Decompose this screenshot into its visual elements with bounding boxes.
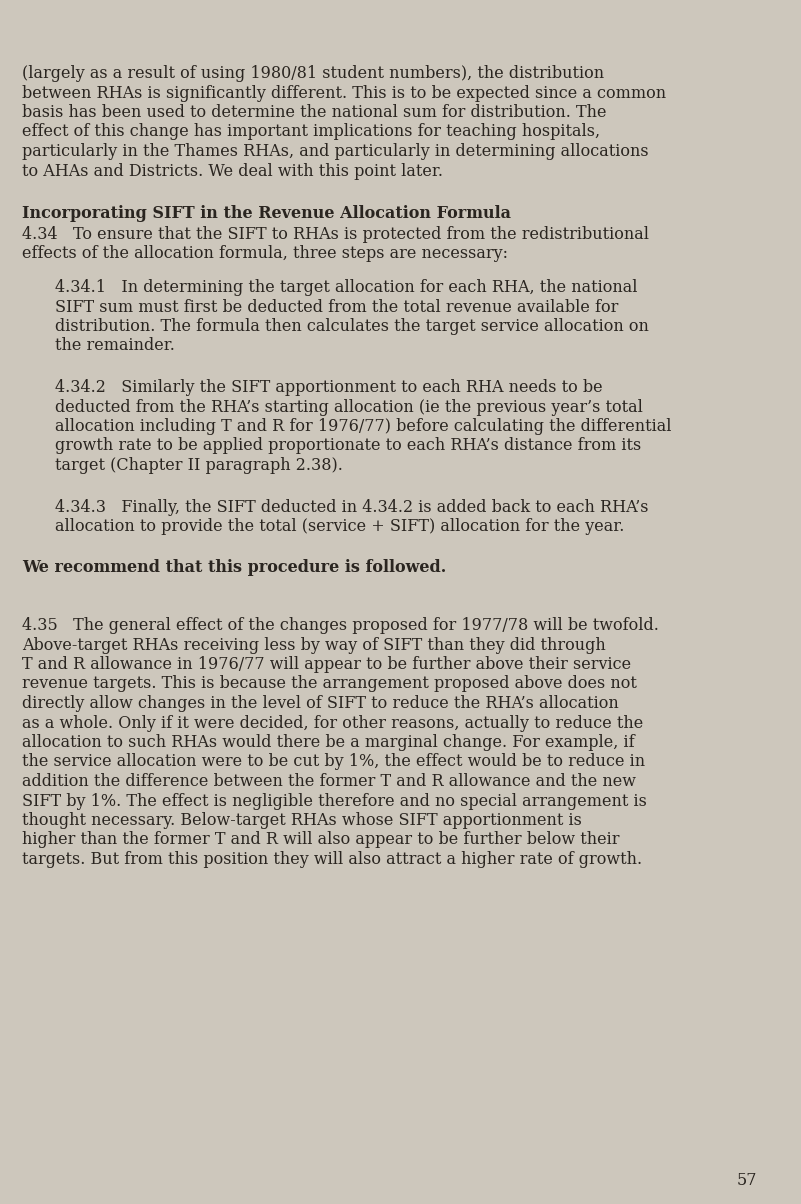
Text: as a whole. Only if it were decided, for other reasons, actually to reduce the: as a whole. Only if it were decided, for…	[22, 714, 643, 732]
Text: 4.34.2   Similarly the SIFT apportionment to each RHA needs to be: 4.34.2 Similarly the SIFT apportionment …	[55, 379, 602, 396]
Text: the service allocation were to be cut by 1%, the effect would be to reduce in: the service allocation were to be cut by…	[22, 754, 645, 771]
Text: 4.34   To ensure that the SIFT to RHAs is protected from the redistributional: 4.34 To ensure that the SIFT to RHAs is …	[22, 226, 649, 243]
Text: (largely as a result of using 1980/81 student numbers), the distribution: (largely as a result of using 1980/81 st…	[22, 65, 604, 82]
Text: distribution. The formula then calculates the target service allocation on: distribution. The formula then calculate…	[55, 318, 649, 335]
Text: particularly in the Thames RHAs, and particularly in determining allocations: particularly in the Thames RHAs, and par…	[22, 143, 649, 160]
Text: directly allow changes in the level of SIFT to reduce the RHA’s allocation: directly allow changes in the level of S…	[22, 695, 618, 712]
Text: allocation to provide the total (service + SIFT) allocation for the year.: allocation to provide the total (service…	[55, 518, 624, 535]
Text: between RHAs is significantly different. This is to be expected since a common: between RHAs is significantly different.…	[22, 84, 666, 101]
Text: higher than the former T and R will also appear to be further below their: higher than the former T and R will also…	[22, 832, 619, 849]
Text: target (Chapter II paragraph 2.38).: target (Chapter II paragraph 2.38).	[55, 458, 343, 474]
Text: targets. But from this position they will also attract a higher rate of growth.: targets. But from this position they wil…	[22, 851, 642, 868]
Text: basis has been used to determine the national sum for distribution. The: basis has been used to determine the nat…	[22, 104, 606, 120]
Text: SIFT by 1%. The effect is negligible therefore and no special arrangement is: SIFT by 1%. The effect is negligible the…	[22, 792, 647, 809]
Text: effects of the allocation formula, three steps are necessary:: effects of the allocation formula, three…	[22, 246, 508, 262]
Text: We recommend that this procedure is followed.: We recommend that this procedure is foll…	[22, 560, 446, 577]
Text: Incorporating SIFT in the Revenue Allocation Formula: Incorporating SIFT in the Revenue Alloca…	[22, 205, 511, 222]
Text: allocation including T and R for 1976/77) before calculating the differential: allocation including T and R for 1976/77…	[55, 418, 671, 435]
Text: effect of this change has important implications for teaching hospitals,: effect of this change has important impl…	[22, 124, 600, 141]
Text: growth rate to be applied proportionate to each RHA’s distance from its: growth rate to be applied proportionate …	[55, 437, 642, 454]
Text: to AHAs and Districts. We deal with this point later.: to AHAs and Districts. We deal with this…	[22, 163, 443, 179]
Text: 4.34.3   Finally, the SIFT deducted in 4.34.2 is added back to each RHA’s: 4.34.3 Finally, the SIFT deducted in 4.3…	[55, 498, 649, 515]
Text: addition the difference between the former T and R allowance and the new: addition the difference between the form…	[22, 773, 636, 790]
Text: thought necessary. Below-target RHAs whose SIFT apportionment is: thought necessary. Below-target RHAs who…	[22, 811, 582, 830]
Text: Above-target RHAs receiving less by way of SIFT than they did through: Above-target RHAs receiving less by way …	[22, 637, 606, 654]
Text: 4.34.1   In determining the target allocation for each RHA, the national: 4.34.1 In determining the target allocat…	[55, 279, 638, 296]
Text: SIFT sum must first be deducted from the total revenue available for: SIFT sum must first be deducted from the…	[55, 299, 618, 315]
Text: deducted from the RHA’s starting allocation (ie the previous year’s total: deducted from the RHA’s starting allocat…	[55, 399, 643, 415]
Text: 4.35   The general effect of the changes proposed for 1977/78 will be twofold.: 4.35 The general effect of the changes p…	[22, 616, 659, 635]
Text: allocation to such RHAs would there be a marginal change. For example, if: allocation to such RHAs would there be a…	[22, 734, 634, 751]
Text: T and R allowance in 1976/77 will appear to be further above their service: T and R allowance in 1976/77 will appear…	[22, 656, 631, 673]
Text: revenue targets. This is because the arrangement proposed above does not: revenue targets. This is because the arr…	[22, 675, 637, 692]
Text: 57: 57	[736, 1171, 757, 1190]
Text: the remainder.: the remainder.	[55, 337, 175, 354]
